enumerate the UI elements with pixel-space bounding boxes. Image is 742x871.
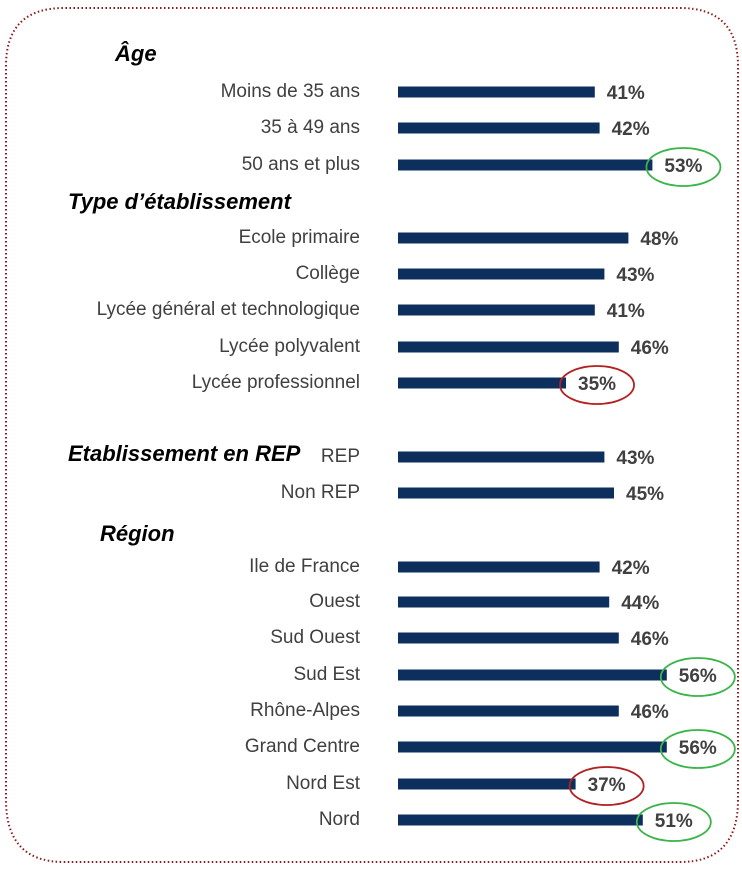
bar (398, 814, 643, 826)
category-label: Sud Est (293, 664, 360, 685)
category-label: Moins de 35 ans (221, 81, 360, 102)
value-label: 56% (679, 738, 717, 759)
category-label: Ile de France (249, 556, 360, 577)
category-label: Rhône-Alpes (250, 700, 360, 721)
category-label: Sud Ouest (270, 627, 360, 648)
value-label: 48% (640, 229, 678, 250)
value-label: 53% (664, 156, 702, 177)
value-label: 51% (655, 811, 693, 832)
value-label: 35% (578, 374, 616, 395)
highlight-circle (559, 365, 635, 405)
category-label: 35 à 49 ans (261, 117, 360, 138)
category-label: Grand Centre (245, 736, 360, 757)
highlight-circle (645, 147, 722, 187)
value-label: 42% (612, 558, 650, 579)
bar (398, 741, 667, 753)
group-title: Âge (114, 41, 157, 66)
category-label: Collège (296, 263, 360, 284)
value-label: 43% (616, 265, 654, 286)
category-label: Lycée général et technologique (97, 299, 360, 320)
bar (398, 122, 600, 134)
value-label: 42% (612, 119, 650, 140)
category-label: Lycée professionnel (192, 372, 360, 393)
bar (398, 632, 619, 644)
bar (398, 596, 610, 608)
value-label: 56% (679, 666, 717, 687)
value-label: 41% (607, 301, 645, 322)
bar (398, 232, 629, 244)
value-label: 46% (631, 338, 669, 359)
category-label: REP (321, 446, 360, 467)
bar (398, 451, 605, 463)
highlight-circle (659, 729, 736, 769)
group-title: Etablissement en REP (68, 441, 301, 466)
value-label: 46% (631, 629, 669, 650)
category-label: Ecole primaire (239, 227, 360, 248)
bar (398, 705, 619, 717)
category-label: Lycée polyvalent (219, 336, 361, 357)
category-label: Non REP (281, 482, 360, 503)
highlight-circle (635, 802, 712, 842)
highlight-circle (659, 657, 736, 697)
value-label: 41% (607, 83, 645, 104)
category-label: Nord Est (286, 773, 361, 794)
bar (398, 304, 595, 316)
bar (398, 487, 614, 499)
category-label: Nord (319, 809, 360, 830)
group-title: Région (100, 521, 175, 546)
value-label: 37% (588, 775, 626, 796)
value-label: 46% (631, 702, 669, 723)
value-label: 45% (626, 484, 664, 505)
bar (398, 86, 595, 98)
value-label: 43% (616, 448, 654, 469)
category-label: 50 ans et plus (242, 154, 360, 175)
bar (398, 268, 605, 280)
bar (398, 377, 566, 389)
bar (398, 778, 576, 790)
frame (5, 7, 739, 863)
category-label: Ouest (309, 591, 360, 612)
value-label: 44% (621, 593, 659, 614)
bar (398, 341, 619, 353)
bar (398, 561, 600, 573)
group-title: Type d’établissement (68, 189, 293, 214)
highlight-circle (568, 766, 645, 806)
bar (398, 159, 653, 171)
bar (398, 669, 667, 681)
